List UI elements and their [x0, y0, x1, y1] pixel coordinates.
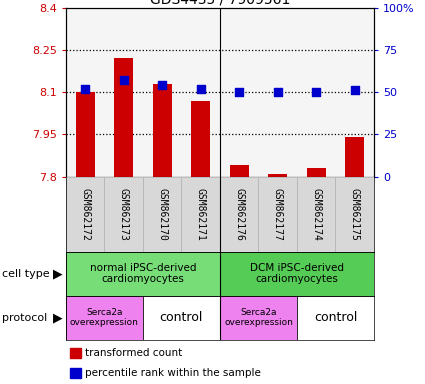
Bar [220, 296, 297, 340]
Text: GSM862172: GSM862172 [80, 188, 90, 240]
Text: ▶: ▶ [53, 311, 63, 324]
Text: GSM862171: GSM862171 [196, 188, 206, 240]
Bar [66, 177, 105, 252]
Point [351, 88, 358, 94]
Text: GSM862174: GSM862174 [311, 188, 321, 240]
Text: Serca2a
overexpression: Serca2a overexpression [70, 308, 139, 328]
Bar [181, 177, 220, 252]
Point [274, 89, 281, 95]
Point [159, 82, 166, 88]
Bar [66, 296, 143, 340]
Bar [345, 137, 364, 177]
Bar [220, 177, 258, 252]
Point [313, 89, 320, 95]
Bar [230, 166, 249, 177]
Text: ▶: ▶ [53, 267, 63, 280]
Bar [143, 296, 220, 340]
Bar [153, 84, 172, 177]
Text: control: control [314, 311, 357, 324]
Text: Serca2a
overexpression: Serca2a overexpression [224, 308, 293, 328]
Bar [306, 168, 326, 177]
Text: GSM862173: GSM862173 [119, 188, 129, 240]
Bar [105, 177, 143, 252]
Bar [258, 177, 297, 252]
Text: GSM862177: GSM862177 [273, 188, 283, 240]
Bar [297, 296, 374, 340]
Bar [143, 177, 181, 252]
Bar [66, 252, 220, 296]
Text: cell type: cell type [2, 268, 50, 279]
Text: control: control [160, 311, 203, 324]
Point [120, 77, 127, 83]
Bar [191, 101, 210, 177]
Text: DCM iPSC-derived
cardiomyocytes: DCM iPSC-derived cardiomyocytes [250, 263, 344, 285]
Text: GSM862175: GSM862175 [350, 188, 360, 240]
Text: protocol: protocol [2, 313, 47, 323]
Bar [76, 92, 95, 177]
Text: normal iPSC-derived
cardiomyocytes: normal iPSC-derived cardiomyocytes [90, 263, 196, 285]
Bar [297, 177, 335, 252]
Bar [268, 174, 287, 177]
Text: GSM862176: GSM862176 [234, 188, 244, 240]
Text: percentile rank within the sample: percentile rank within the sample [85, 368, 261, 378]
Point [82, 86, 88, 92]
Bar [335, 177, 374, 252]
Point [197, 86, 204, 92]
Bar [220, 252, 374, 296]
Point [236, 89, 243, 95]
Bar [114, 58, 133, 177]
Text: GSM862170: GSM862170 [157, 188, 167, 240]
Title: GDS4435 / 7909561: GDS4435 / 7909561 [150, 0, 290, 7]
Text: transformed count: transformed count [85, 348, 182, 358]
